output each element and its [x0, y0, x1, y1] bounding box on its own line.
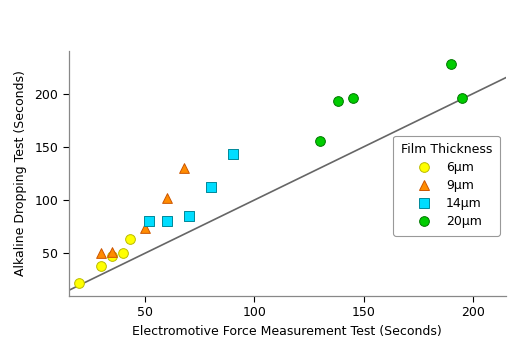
14μm: [184, 213, 193, 219]
20μm: [316, 139, 324, 144]
6μm: [119, 251, 128, 256]
9μm: [97, 251, 105, 256]
6μm: [108, 254, 116, 259]
14μm: [228, 152, 237, 157]
20μm: [458, 95, 466, 101]
9μm: [141, 225, 149, 231]
9μm: [163, 195, 171, 201]
6μm: [75, 280, 84, 286]
9μm: [108, 250, 116, 255]
6μm: [97, 263, 105, 269]
X-axis label: Electromotive Force Measurement Test (Seconds): Electromotive Force Measurement Test (Se…: [132, 325, 442, 338]
9μm: [180, 165, 189, 171]
20μm: [447, 61, 455, 67]
20μm: [348, 95, 357, 101]
14μm: [163, 219, 171, 224]
6μm: [125, 237, 134, 242]
20μm: [333, 98, 341, 104]
14μm: [207, 185, 215, 190]
Text: [Fig.3] Ni based sealant sealed film measurements comparison: [Fig.3] Ni based sealant sealed film mea…: [6, 12, 527, 28]
Y-axis label: Alkaline Dropping Test (Seconds): Alkaline Dropping Test (Seconds): [14, 70, 27, 276]
14μm: [145, 219, 154, 224]
Legend: 6μm, 9μm, 14μm, 20μm: 6μm, 9μm, 14μm, 20μm: [393, 136, 500, 236]
